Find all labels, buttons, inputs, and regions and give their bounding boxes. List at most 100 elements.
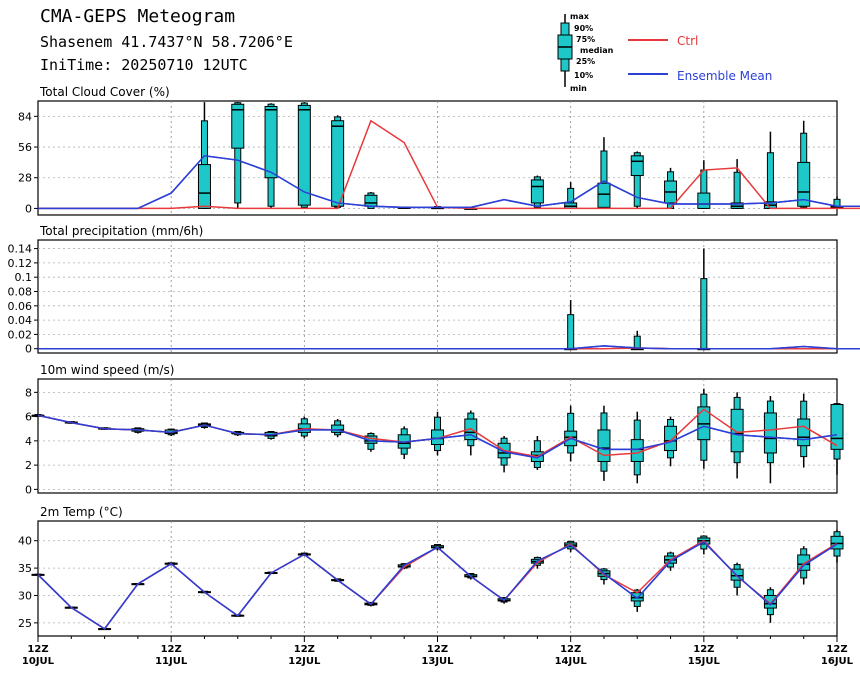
y-tick-label: 35 <box>18 562 32 575</box>
x-tick-label-time: 12Z <box>27 644 48 655</box>
y-tick-label: 0.08 <box>8 285 33 298</box>
box-outer <box>633 152 641 207</box>
box-iqr <box>664 425 678 452</box>
y-tick-label: 8 <box>25 386 32 399</box>
box-plot <box>564 405 578 462</box>
box-outer <box>766 152 774 209</box>
y-tick-label: 84 <box>18 110 32 123</box>
x-tick-label-date: 13JUL <box>421 656 454 667</box>
x-axis: 12Z10JUL12Z11JUL12Z12JUL12Z13JUL12Z14JUL… <box>22 636 854 667</box>
legend-label-75: 75% <box>576 35 595 44</box>
box-iqr <box>231 103 245 149</box>
x-tick-label-date: 14JUL <box>555 656 588 667</box>
box-plot <box>364 432 378 452</box>
x-tick-label-date: 15JUL <box>688 656 721 667</box>
x-tick-label-date: 10JUL <box>22 656 55 667</box>
box-iqr <box>763 594 777 609</box>
legend-box-lower <box>560 58 570 72</box>
ensemble-mean-line-top <box>37 414 838 459</box>
box-plot <box>630 151 644 209</box>
panel-title: Total precipitation (mm/6h) <box>39 224 203 238</box>
ctrl-line <box>38 119 860 210</box>
box-iqr <box>331 424 345 433</box>
box-plot <box>664 167 678 209</box>
legend-label-10: 10% <box>574 71 593 80</box>
box-iqr <box>797 418 811 447</box>
box-plot <box>297 102 311 209</box>
box-outer <box>567 314 575 350</box>
x-tick-label-time: 12Z <box>427 644 448 655</box>
box-plot <box>763 395 777 484</box>
box-plot <box>564 182 578 209</box>
box-plot <box>431 411 444 456</box>
panel-title: 2m Temp (°C) <box>40 505 123 519</box>
y-tick-label: 0 <box>25 343 32 356</box>
box-plot <box>630 330 644 351</box>
x-tick-label-date: 12JUL <box>288 656 321 667</box>
box-plot <box>697 160 711 209</box>
legend-ctrl-label: Ctrl <box>677 34 698 48</box>
box-plot <box>797 393 811 468</box>
box-plot <box>331 419 345 438</box>
x-tick-label-date: 16JUL <box>821 656 854 667</box>
panel-4: 2m Temp (°C) 25 30 35 40 <box>18 505 844 637</box>
box-iqr <box>597 182 611 208</box>
box-plot <box>730 159 744 209</box>
y-tick-label: 28 <box>18 172 32 185</box>
box-outer <box>633 335 641 350</box>
legend-label-90: 90% <box>574 24 593 33</box>
ensemble-mean-line-top <box>37 540 838 630</box>
y-tick-label: 56 <box>18 141 32 154</box>
box-iqr <box>197 164 211 209</box>
box-plot <box>464 410 478 456</box>
box-outer <box>234 102 242 204</box>
x-tick-label-time: 12Z <box>693 644 714 655</box>
box-plot <box>231 102 245 209</box>
x-tick-label-time: 12Z <box>826 644 847 655</box>
box-iqr <box>364 194 378 207</box>
x-tick-label-time: 12Z <box>294 644 315 655</box>
box-legend: max 90% 75% median 25% 10% min <box>557 12 614 93</box>
box-plot <box>597 137 611 209</box>
box-iqr <box>697 192 711 209</box>
y-tick-label: 0.14 <box>8 243 33 256</box>
chart-title: CMA-GEPS Meteogram <box>40 6 236 27</box>
legend-label-25: 25% <box>576 57 595 66</box>
box-iqr <box>763 412 777 454</box>
ctrl-line <box>37 539 838 630</box>
y-tick-label: 0.02 <box>8 328 33 341</box>
box-iqr <box>630 155 644 177</box>
panel-title: Total Cloud Cover (%) <box>39 85 170 99</box>
y-tick-label: 40 <box>18 535 32 548</box>
location-label: Shasenem 41.7437°N 58.7206°E <box>40 33 293 51</box>
y-tick-label: 0.12 <box>8 257 33 270</box>
legend-label-max: max <box>570 12 590 21</box>
box-plot <box>297 416 311 439</box>
box-iqr <box>730 408 744 453</box>
ensemble-mean-line-top <box>38 345 860 350</box>
box-iqr <box>597 429 611 462</box>
ensemble-mean-line-top <box>38 155 860 210</box>
y-tick-label: 2 <box>25 459 32 472</box>
panel-2: Total precipitation (mm/6h) 0 0.020.040.06… <box>8 224 860 356</box>
legend-label-median: median <box>580 46 614 55</box>
box-iqr <box>297 104 311 206</box>
box-iqr <box>730 568 744 581</box>
panel-1: Total Cloud Cover (%) 0 28 56 84 <box>18 85 860 216</box>
box-plot <box>331 115 345 209</box>
series-legend: Ctrl Ensemble Mean <box>628 34 772 83</box>
y-tick-label: 0.06 <box>8 300 33 313</box>
y-tick-label: 0.1 <box>15 271 33 284</box>
box-plot <box>763 131 777 209</box>
box-iqr <box>331 120 345 207</box>
box-plot <box>630 411 644 484</box>
y-tick-label: 30 <box>18 589 32 602</box>
y-tick-label: 0 <box>25 483 32 496</box>
panel-3: 10m wind speed (m/s) 0 2 4 6 8 <box>25 363 844 496</box>
y-tick-label: 25 <box>18 617 32 630</box>
panel-frame <box>37 520 838 637</box>
box-plot <box>497 436 511 473</box>
